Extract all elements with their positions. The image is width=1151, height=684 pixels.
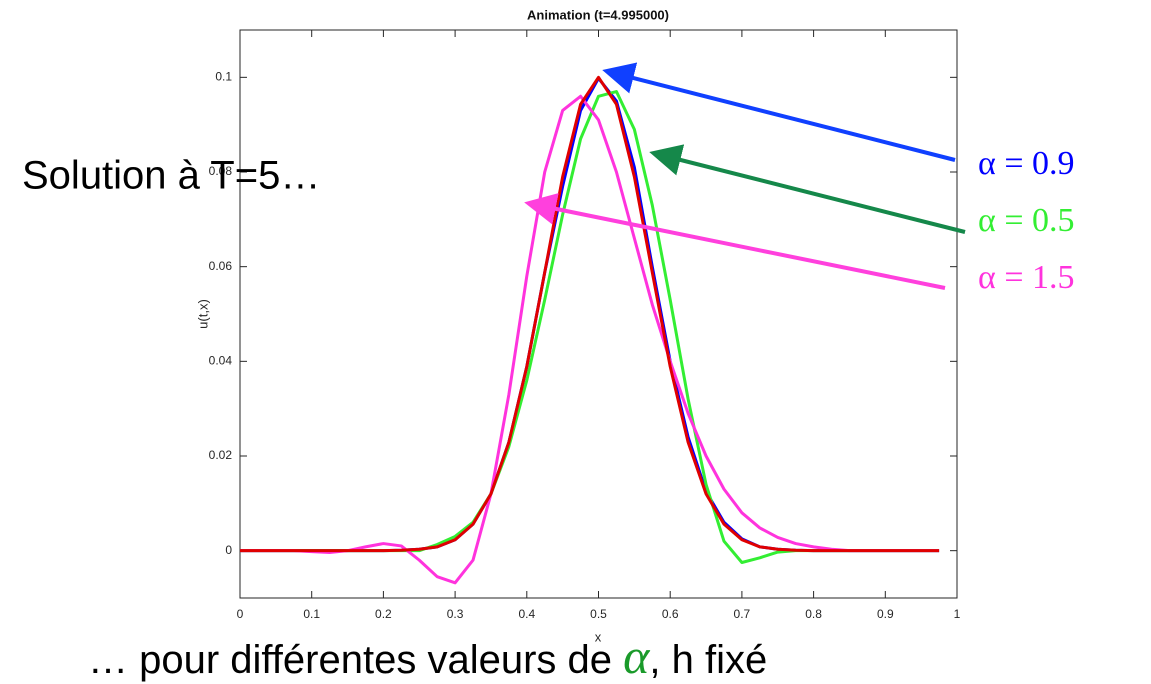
y-tick-label: 0.02 xyxy=(209,448,233,462)
caption-text: , h fixé xyxy=(649,638,767,682)
y-tick-label: 0.08 xyxy=(209,164,233,178)
y-tick-label: 0 xyxy=(225,543,232,557)
y-tick-label: 0.04 xyxy=(209,354,233,368)
series-label: α = 1.5 xyxy=(978,259,1075,296)
arrow xyxy=(524,193,946,290)
plot-area: 0 0.1 0.2 0.3 0.4 0.5 0.6 0.7 0.8 0.9 1 0 0.02 0.04 0.… xyxy=(209,29,961,621)
caption-text: … pour différentes valeurs de xyxy=(88,638,623,682)
chart-title: Animation (t=4.995000) xyxy=(527,7,669,22)
x-tick-label: 0.6 xyxy=(662,607,679,621)
series-label: α = 0.9 xyxy=(978,145,1075,182)
x-tick-label: 0 xyxy=(237,607,244,621)
y-tick-label: 0.06 xyxy=(209,259,233,273)
series-line xyxy=(240,75,940,553)
y-tick-label: 0.1 xyxy=(215,70,232,84)
arrow xyxy=(649,144,966,234)
x-tick-label: 0.3 xyxy=(447,607,464,621)
x-tick-label: 0.7 xyxy=(734,607,751,621)
x-tick-label: 1 xyxy=(954,607,961,621)
x-axis-label: x xyxy=(595,629,602,644)
axes-box xyxy=(239,29,958,599)
caption: … pour différentes valeurs de α, h fixé xyxy=(88,628,767,684)
x-tick-label: 0.8 xyxy=(805,607,822,621)
y-axis-label: u(t,x) xyxy=(195,299,210,329)
x-tick-label: 0.2 xyxy=(375,607,392,621)
arrow xyxy=(602,62,956,162)
x-tick-label: 0.9 xyxy=(877,607,894,621)
series-line xyxy=(240,94,940,585)
x-tick-label: 0.5 xyxy=(590,607,607,621)
series-label: α = 0.5 xyxy=(978,202,1075,239)
x-tick-label: 0.1 xyxy=(303,607,320,621)
caption-alpha: α xyxy=(623,628,651,684)
x-tick-label: 0.4 xyxy=(518,607,535,621)
annotation: Solution à T=5… xyxy=(22,154,320,198)
